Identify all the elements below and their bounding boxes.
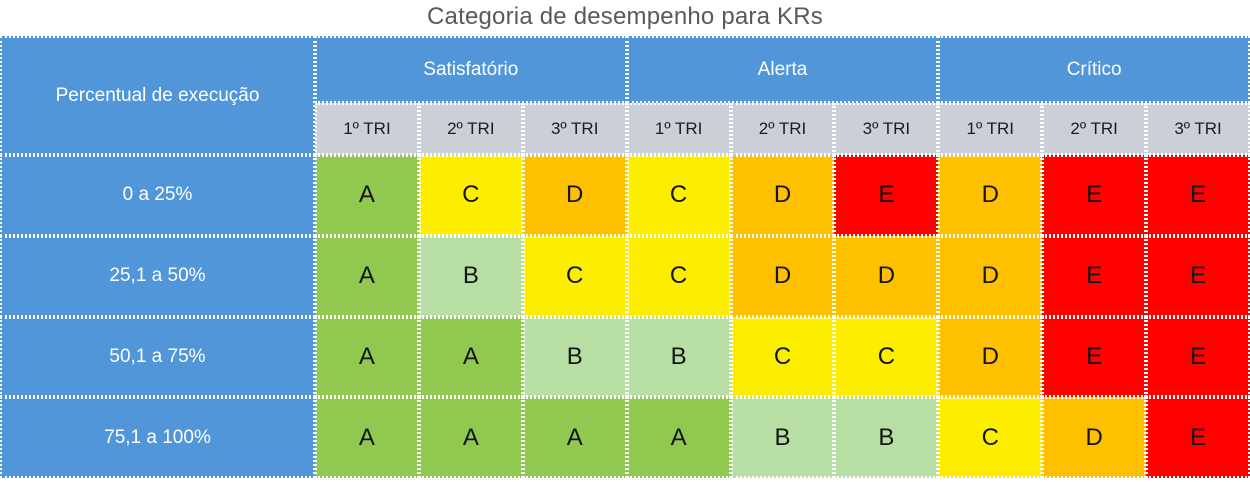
group-header-alerta: Alerta xyxy=(626,36,939,103)
subheader-col-7: 1º TRI xyxy=(938,103,1043,155)
subheader-col-5: 2º TRI xyxy=(730,103,835,155)
group-header-critico: Crítico xyxy=(938,36,1250,103)
grade-cell-r3-c6: C xyxy=(834,316,939,398)
group-header-satisfatorio: Satisfatório xyxy=(315,36,627,103)
grade-cell-r1-c8: E xyxy=(1042,155,1147,236)
grade-cell-r4-c5: B xyxy=(730,397,835,478)
grade-cell-r3-c2: A xyxy=(418,316,523,398)
grade-cell-r1-c1: A xyxy=(315,155,419,236)
subheader-col-9: 3º TRI xyxy=(1146,103,1250,155)
grade-cell-r2-c9: E xyxy=(1146,235,1250,317)
grade-cell-r4-c9: E xyxy=(1146,397,1250,478)
grade-cell-r4-c3: A xyxy=(522,397,627,478)
grade-cell-r1-c7: D xyxy=(938,155,1043,236)
grade-cell-r3-c1: A xyxy=(315,316,419,398)
grade-cell-r2-c5: D xyxy=(730,235,835,317)
grade-cell-r4-c1: A xyxy=(315,397,419,478)
grade-cell-r3-c4: B xyxy=(626,316,731,398)
row-label-3: 50,1 a 75% xyxy=(0,316,315,398)
subheader-col-6: 3º TRI xyxy=(834,103,939,155)
page-title: Categoria de desempenho para KRs xyxy=(427,3,823,30)
grade-cell-r2-c4: C xyxy=(626,235,731,317)
row-axis-header: Percentual de execução xyxy=(0,36,315,155)
row-label-4: 75,1 a 100% xyxy=(0,397,315,478)
performance-category-table: Percentual de execução Satisfatório Aler… xyxy=(0,36,1250,478)
grade-cell-r1-c3: D xyxy=(522,155,627,236)
grade-cell-r2-c7: D xyxy=(938,235,1043,317)
grade-cell-r4-c7: C xyxy=(938,397,1043,478)
grade-cell-r4-c6: B xyxy=(834,397,939,478)
grade-cell-r3-c7: D xyxy=(938,316,1043,398)
grade-cell-r4-c2: A xyxy=(418,397,523,478)
grade-cell-r3-c8: E xyxy=(1042,316,1147,398)
grade-cell-r2-c3: C xyxy=(522,235,627,317)
grade-cell-r2-c6: D xyxy=(834,235,939,317)
grade-cell-r1-c9: E xyxy=(1146,155,1250,236)
grade-cell-r1-c4: C xyxy=(626,155,731,236)
grade-cell-r1-c5: D xyxy=(730,155,835,236)
grade-cell-r3-c5: C xyxy=(730,316,835,398)
subheader-col-4: 1º TRI xyxy=(626,103,731,155)
grade-cell-r2-c1: A xyxy=(315,235,419,317)
row-label-2: 25,1 a 50% xyxy=(0,235,315,317)
grade-cell-r4-c8: D xyxy=(1042,397,1147,478)
grade-cell-r3-c9: E xyxy=(1146,316,1250,398)
grade-cell-r3-c3: B xyxy=(522,316,627,398)
grade-cell-r2-c8: E xyxy=(1042,235,1147,317)
grade-cell-r1-c6: E xyxy=(834,155,939,236)
grade-cell-r1-c2: C xyxy=(418,155,523,236)
grade-cell-r2-c2: B xyxy=(418,235,523,317)
subheader-col-1: 1º TRI xyxy=(315,103,419,155)
row-label-1: 0 a 25% xyxy=(0,155,315,236)
subheader-col-8: 2º TRI xyxy=(1042,103,1147,155)
subheader-col-3: 3º TRI xyxy=(522,103,627,155)
subheader-col-2: 2º TRI xyxy=(418,103,523,155)
grade-cell-r4-c4: A xyxy=(626,397,731,478)
